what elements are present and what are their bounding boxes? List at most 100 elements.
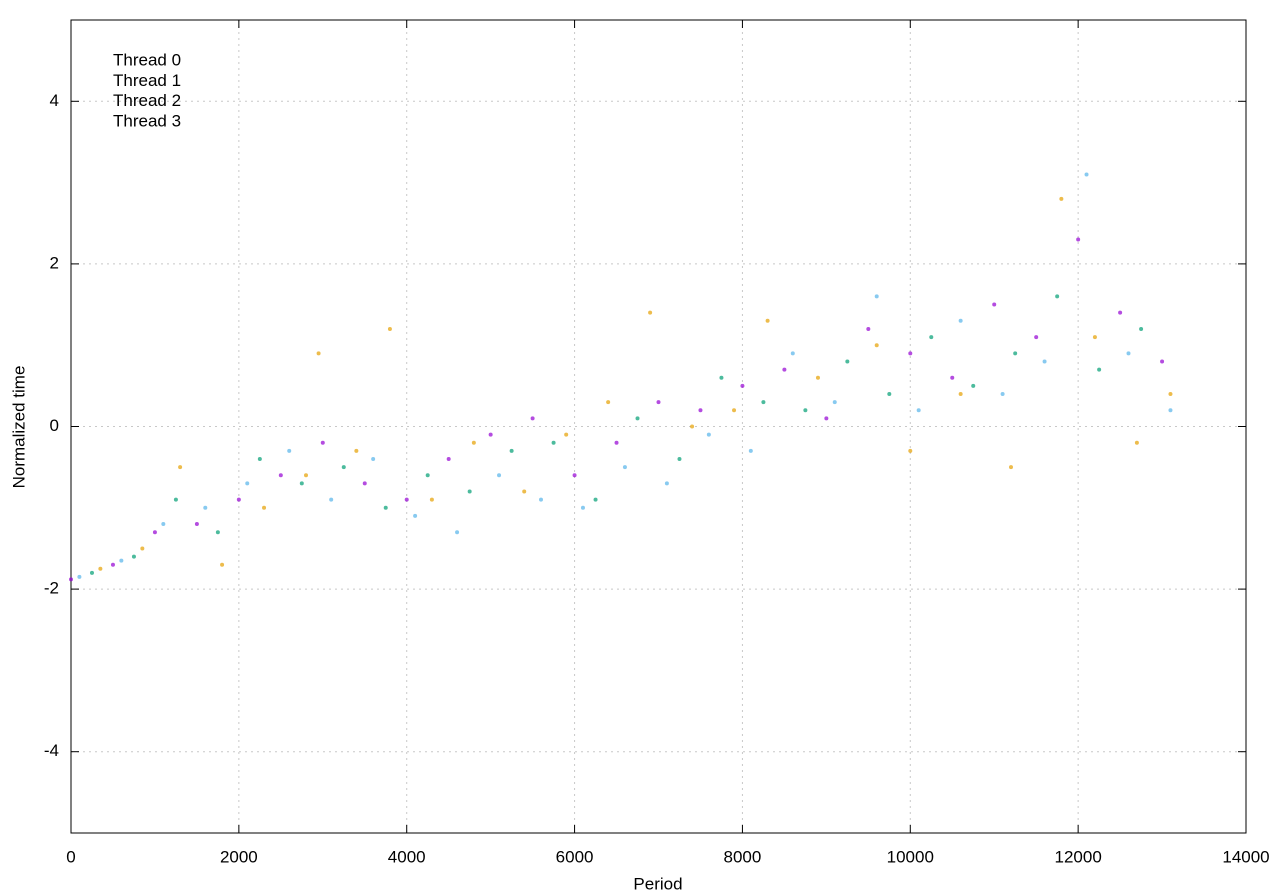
x-tick-label: 14000: [1222, 847, 1269, 866]
x-axis-label: Period: [633, 874, 682, 893]
point: [950, 375, 955, 380]
point: [564, 432, 569, 437]
point: [908, 351, 913, 356]
legend-label: Thread 3: [113, 111, 181, 130]
point: [304, 473, 308, 478]
point: [161, 522, 166, 527]
point: [761, 400, 766, 405]
point: [740, 383, 745, 388]
point: [404, 497, 409, 502]
x-tick-label: 2000: [220, 847, 258, 866]
point: [429, 497, 434, 502]
point: [194, 522, 199, 527]
point: [803, 408, 808, 413]
point: [383, 505, 388, 510]
point: [215, 530, 220, 535]
point: [782, 367, 787, 372]
x-tick-label: 0: [66, 847, 75, 866]
point: [887, 391, 892, 396]
legend-label: Thread 1: [113, 71, 181, 90]
point: [110, 562, 115, 567]
point: [706, 432, 711, 437]
point: [1092, 335, 1097, 340]
point: [845, 359, 850, 364]
point: [1134, 440, 1139, 445]
point: [593, 497, 598, 502]
point: [69, 577, 73, 582]
point: [664, 481, 669, 486]
point: [539, 497, 543, 502]
point: [522, 489, 527, 494]
point: [1168, 391, 1173, 396]
y-axis-label: Normalized time: [9, 366, 28, 489]
y-tick-label: 2: [50, 253, 59, 272]
point: [387, 326, 392, 331]
point: [316, 351, 321, 356]
point: [790, 351, 795, 356]
x-tick-label: 8000: [724, 847, 762, 866]
point: [622, 465, 627, 470]
point: [719, 375, 724, 380]
point: [1084, 172, 1089, 177]
y-tick-label: -2: [44, 579, 59, 598]
y-tick-label: -4: [44, 741, 59, 760]
point: [1059, 196, 1064, 201]
point: [1009, 465, 1013, 470]
point: [748, 448, 753, 453]
point: [362, 481, 367, 486]
point: [874, 294, 879, 299]
point: [765, 318, 770, 323]
point: [371, 457, 376, 462]
point: [287, 448, 292, 453]
point: [824, 416, 829, 421]
point: [320, 440, 325, 445]
point: [173, 497, 178, 502]
point: [236, 497, 241, 502]
point: [467, 489, 472, 494]
x-tick-label: 6000: [556, 847, 594, 866]
point: [992, 302, 997, 307]
point: [530, 416, 535, 421]
plot-frame: [70, 19, 1247, 834]
point: [471, 440, 476, 445]
point: [152, 530, 157, 535]
point: [446, 457, 451, 462]
point: [1118, 310, 1123, 315]
point: [329, 497, 334, 502]
point: [455, 530, 460, 535]
point: [866, 326, 871, 331]
legend-label: Thread 2: [113, 91, 181, 110]
point: [614, 440, 619, 445]
point: [815, 375, 820, 380]
point: [656, 400, 661, 405]
point: [874, 343, 879, 348]
point: [929, 335, 934, 340]
point: [257, 457, 262, 462]
point: [341, 465, 346, 470]
x-tick-label: 4000: [388, 847, 426, 866]
point: [732, 408, 737, 413]
point: [299, 481, 304, 486]
point: [89, 570, 94, 575]
point: [690, 424, 695, 429]
point: [140, 546, 145, 551]
point: [509, 448, 514, 453]
y-tick-label: 4: [50, 91, 59, 110]
point: [245, 481, 250, 486]
point: [119, 558, 124, 563]
point: [580, 505, 585, 510]
point: [413, 513, 418, 518]
point: [572, 473, 577, 478]
point: [1042, 359, 1047, 364]
legend-label: Thread 0: [113, 50, 181, 69]
point: [1034, 335, 1039, 340]
point: [488, 432, 493, 437]
point: [1000, 391, 1005, 396]
point: [77, 574, 82, 579]
x-tick-label: 10000: [887, 847, 934, 866]
point: [178, 465, 183, 470]
point: [606, 400, 611, 405]
point: [635, 416, 640, 421]
point: [203, 505, 208, 510]
